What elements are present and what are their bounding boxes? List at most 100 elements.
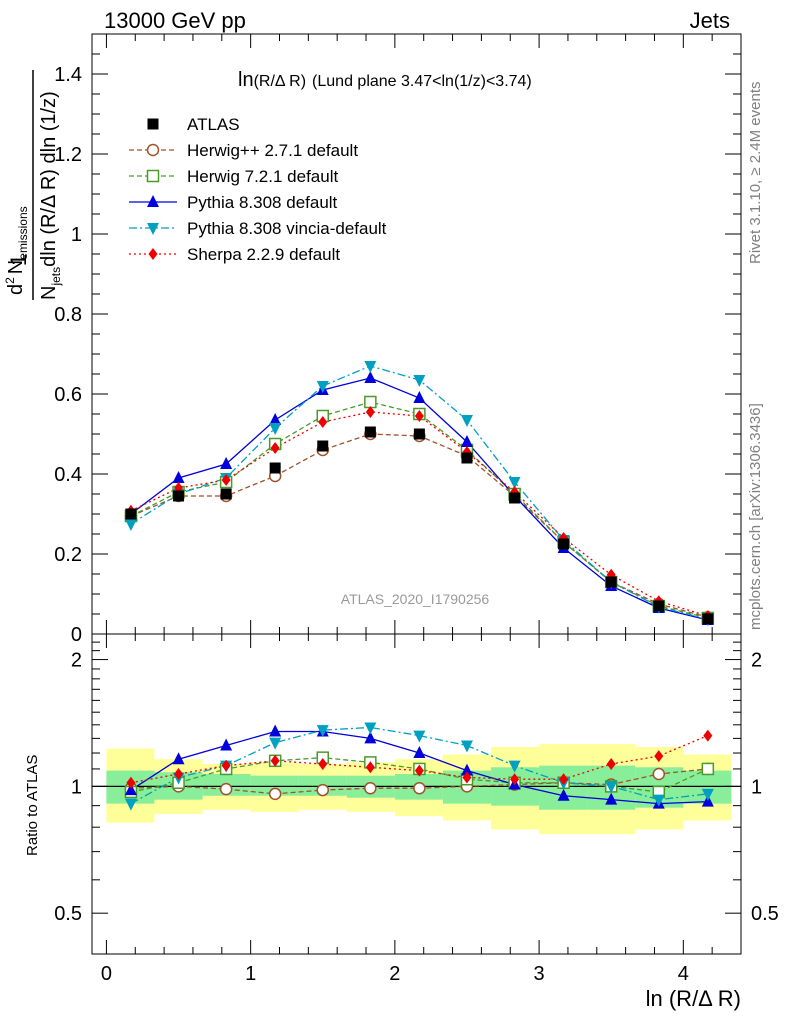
ratio-point-herwig-2-7-1-default — [652, 767, 666, 781]
ratio-series — [124, 722, 715, 811]
y-label-den-rest: dln (R/Δ R) dln (1/z) — [38, 91, 60, 267]
y-label-num-n: N — [5, 260, 27, 274]
ratio-point-pythia-8-308-default — [557, 788, 570, 801]
main-series — [124, 361, 715, 627]
legend-label-atlas: ATLAS — [187, 115, 240, 134]
rivet-label: Rivet 3.1.10, ≥ 2.4M events — [747, 82, 764, 265]
y-label-num-d: d — [5, 284, 27, 295]
ratio-point-sherpa-2-2-9-default — [462, 771, 472, 784]
data-point-atlas — [605, 576, 617, 588]
series-line-sherpa-2-2-9-default — [130, 411, 709, 617]
ratio-point-sherpa-2-2-9-default — [221, 759, 231, 772]
ratio-point-herwig-2-7-1-default — [268, 787, 282, 801]
legend-label-herwig-2-7-1-default: Herwig++ 2.7.1 default — [187, 141, 358, 160]
legend-marker-herwig-7-2-1-default — [146, 169, 160, 183]
data-point-atlas — [173, 490, 185, 502]
series-point-pythia-8-308-default — [220, 457, 233, 469]
y-label-num-n-sub: emissions — [16, 206, 30, 259]
x-tick-label: 2 — [389, 963, 400, 985]
ratio-point-pythia-8-308-vincia-default — [413, 730, 426, 743]
data-point-atlas — [702, 613, 714, 625]
ratio-point-pythia-8-308-vincia-default — [269, 737, 282, 750]
ratio-point-sherpa-2-2-9-default — [365, 761, 375, 774]
series-point-pythia-8-308-default — [460, 435, 473, 447]
x-tick-label: 4 — [678, 963, 689, 985]
series-point-sherpa-2-2-9-default — [270, 442, 280, 454]
legend-label-herwig-7-2-1-default: Herwig 7.2.1 default — [187, 167, 338, 186]
main-panel: 0 0.2 0.4 0.6 0.8 1 1.2 1.4 ln(R/Δ R) (Lund plan… — [54, 33, 742, 646]
ratio-point-pythia-8-308-default — [413, 746, 426, 759]
legend-marker-pythia-8-308-default — [147, 195, 159, 207]
ratio-y-tick-label-right: 2 — [751, 650, 762, 672]
ratio-point-pythia-8-308-vincia-default — [701, 788, 714, 801]
header-right: Jets — [690, 8, 730, 33]
main-data-points — [125, 426, 714, 625]
data-point-atlas — [317, 440, 329, 452]
ratio-point-pythia-8-308-vincia-default — [605, 781, 618, 794]
series-point-pythia-8-308-vincia-default — [124, 519, 137, 531]
y-label-numerator: d2 Nemissions — [3, 206, 30, 295]
plot-title-rest: (Lund plane 3.47<ln(1/z)<3.74) — [312, 73, 532, 90]
x-tick-label: 1 — [245, 963, 256, 985]
ratio-x-ticks: 0 1 2 3 4 — [101, 634, 742, 985]
legend-marker-pythia-8-308-vincia-default — [147, 223, 159, 235]
series-point-pythia-8-308-default — [364, 371, 377, 383]
plot-title: ln(R/Δ R) (Lund plane 3.47<ln(1/z)<3.74) — [238, 69, 532, 91]
ratio-y-tick-label: 2 — [71, 650, 82, 672]
main-y-ticks: 0 0.2 0.4 0.6 0.8 1 1.2 1.4 — [54, 33, 741, 646]
legend-marker-sherpa-2-2-9-default — [148, 248, 158, 260]
x-tick-label: 0 — [101, 963, 112, 985]
legend: ATLAS Herwig++ 2.7.1 default Herwig 7.2.1 … — [129, 115, 387, 264]
legend-label-sherpa-2-2-9-default: Sherpa 2.2.9 default — [187, 245, 340, 264]
main-y-tick-label: 1.4 — [54, 64, 82, 86]
series-point-pythia-8-308-vincia-default — [508, 477, 521, 489]
ratio-frame — [91, 633, 742, 955]
ratio-point-pythia-8-308-vincia-default — [460, 740, 473, 753]
data-point-atlas — [364, 426, 376, 438]
x-tick-label: 3 — [534, 963, 545, 985]
data-point-atlas — [125, 508, 137, 520]
series-point-pythia-8-308-default — [172, 471, 185, 483]
series-point-sherpa-2-2-9-default — [414, 410, 424, 422]
ratio-point-pythia-8-308-vincia-default — [508, 760, 521, 773]
ratio-point-sherpa-2-2-9-default — [126, 776, 136, 789]
series-point-sherpa-2-2-9-default — [221, 474, 231, 486]
series-line-herwig-2-7-1-default — [130, 433, 708, 618]
y-label-den-n: N — [38, 286, 60, 300]
y-label-num-d-sup: 2 — [3, 277, 17, 284]
main-y-tick-label: 0 — [71, 624, 82, 646]
analysis-watermark: ATLAS_2020_I1790256 — [341, 591, 490, 607]
series-line-pythia-8-308-vincia-default — [130, 365, 708, 620]
ratio-point-sherpa-2-2-9-default — [174, 767, 184, 780]
series-point-pythia-8-308-vincia-default — [460, 415, 473, 427]
ratio-y-tick-label-right: 0.5 — [751, 903, 779, 925]
data-point-atlas — [509, 492, 521, 504]
main-y-tick-label: 0.2 — [54, 544, 82, 566]
ratio-point-pythia-8-308-vincia-default — [652, 794, 665, 807]
ratio-point-sherpa-2-2-9-default — [703, 729, 713, 742]
ratio-point-pythia-8-308-vincia-default — [364, 722, 377, 735]
y-label-denominator: Njetsdln (R/Δ R) dln (1/z) — [38, 91, 63, 300]
ratio-point-herwig-7-2-1-default — [701, 762, 715, 776]
series-point-sherpa-2-2-9-default — [318, 416, 328, 428]
series-point-sherpa-2-2-9-default — [365, 406, 375, 418]
ratio-point-herwig-2-7-1-default — [364, 781, 377, 795]
data-point-atlas — [220, 488, 232, 500]
ratio-y-tick-label-right: 1 — [751, 776, 762, 798]
y-label-den-n-sub: jets — [49, 267, 63, 287]
ratio-panel: 0.5 0.5 1 1 2 2 0 1 2 3 4 — [54, 633, 779, 985]
legend-marker-atlas — [147, 118, 159, 130]
plot-title-paren: (R/Δ R) — [254, 73, 306, 90]
y-axis-label: 1 d2 Nemissions Njetsdln (R/Δ R) dln (1/z… — [3, 70, 63, 300]
ratio-y-tick-label: 1 — [71, 776, 82, 798]
series-point-pythia-8-308-vincia-default — [364, 361, 377, 373]
legend-label-pythia-8-308-default: Pythia 8.308 default — [187, 193, 338, 212]
ratio-point-pythia-8-308-vincia-default — [124, 798, 137, 811]
ratio-y-label: Ratio to ATLAS — [24, 755, 41, 856]
ratio-point-sherpa-2-2-9-default — [318, 758, 328, 771]
ratio-point-herwig-2-7-1-default — [316, 783, 330, 797]
ratio-point-pythia-8-308-default — [460, 763, 473, 776]
ratio-point-sherpa-2-2-9-default — [606, 758, 616, 771]
ratio-point-herwig-2-7-1-default — [219, 782, 233, 796]
